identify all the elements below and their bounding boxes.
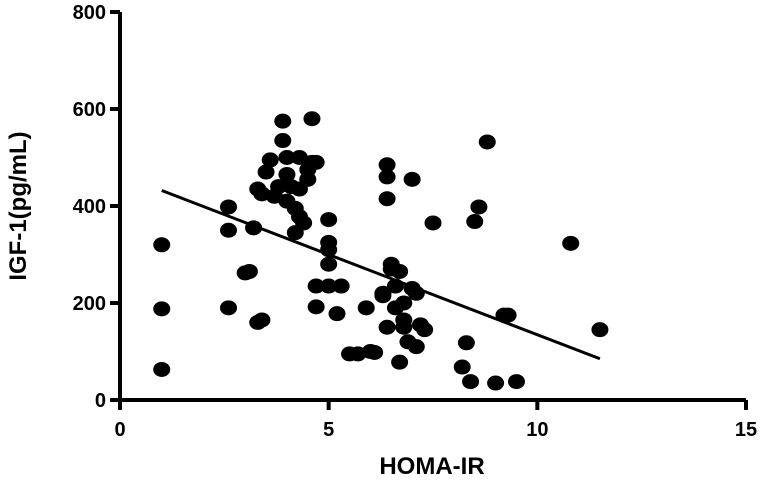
y-tick-label: 400 <box>73 196 106 218</box>
data-point <box>220 222 238 238</box>
data-point <box>332 278 350 294</box>
data-point <box>378 157 396 173</box>
data-point <box>507 374 525 390</box>
data-point <box>470 199 488 215</box>
data-point <box>278 166 296 182</box>
y-ticks: 0 200 400 600 800 <box>73 2 120 412</box>
data-point <box>220 199 238 215</box>
data-point <box>278 150 296 165</box>
data-point <box>374 288 392 304</box>
data-point <box>457 335 475 351</box>
data-point <box>395 319 413 335</box>
data-point <box>424 215 442 231</box>
data-point <box>153 237 171 253</box>
data-point <box>487 375 505 391</box>
data-point <box>378 169 396 185</box>
data-point <box>220 300 238 316</box>
data-point <box>307 154 325 170</box>
y-tick-label: 800 <box>73 2 106 24</box>
data-point <box>253 312 271 328</box>
data-point <box>307 299 325 315</box>
data-point <box>562 235 580 251</box>
data-point <box>403 171 421 187</box>
data-point <box>307 278 325 294</box>
data-point <box>416 322 434 338</box>
x-axis-title: HOMA-IR <box>379 453 484 480</box>
data-point <box>407 339 425 355</box>
data-point <box>591 322 609 338</box>
data-point <box>274 133 292 149</box>
data-point <box>299 171 317 187</box>
data-point <box>366 344 384 360</box>
y-tick-label: 0 <box>95 390 106 412</box>
data-point <box>295 215 313 231</box>
data-point <box>320 256 338 272</box>
x-tick-label: 15 <box>735 419 757 441</box>
data-point <box>303 111 321 127</box>
points-layer <box>153 111 609 391</box>
data-point <box>478 134 496 150</box>
data-point <box>240 263 258 279</box>
data-point <box>391 354 409 370</box>
data-point <box>357 300 375 316</box>
data-point <box>274 113 292 129</box>
data-point <box>261 152 279 168</box>
data-point <box>378 319 396 335</box>
x-tick-label: 0 <box>114 419 125 441</box>
data-point <box>320 278 338 294</box>
data-point <box>466 214 484 230</box>
data-point <box>378 191 396 207</box>
x-ticks: 0 5 10 15 <box>114 400 757 441</box>
regression-line <box>161 189 601 361</box>
data-point <box>499 307 517 323</box>
data-point <box>153 361 171 377</box>
data-point <box>453 359 471 375</box>
data-point <box>257 164 275 180</box>
y-axis-title: IGF-1(pg/mL) <box>5 131 32 280</box>
data-point <box>153 301 171 317</box>
data-point <box>270 179 288 195</box>
data-point <box>462 374 480 390</box>
data-point <box>391 263 409 279</box>
data-point <box>320 212 338 228</box>
data-point <box>328 306 346 322</box>
data-point <box>395 295 413 311</box>
x-tick-label: 10 <box>526 419 548 441</box>
y-tick-label: 200 <box>73 293 106 315</box>
y-tick-label: 600 <box>73 99 106 121</box>
x-tick-label: 5 <box>323 419 334 441</box>
